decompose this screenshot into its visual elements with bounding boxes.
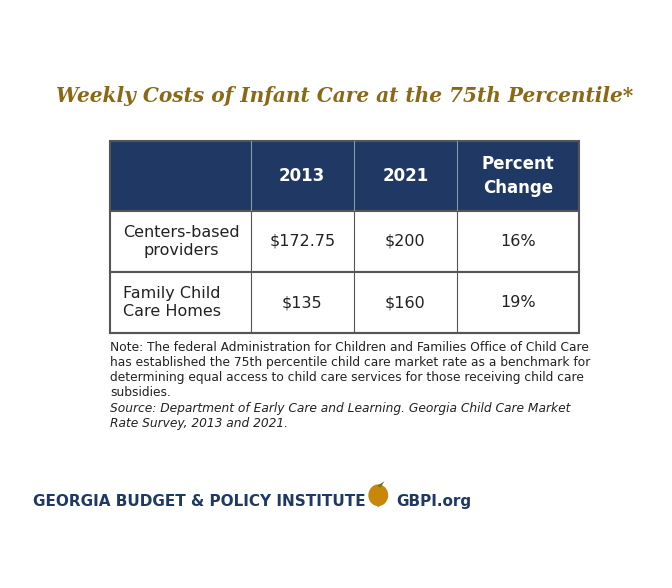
Polygon shape [369,495,388,507]
Text: Family Child
Care Homes: Family Child Care Homes [123,286,221,319]
Text: $172.75: $172.75 [269,234,335,249]
Text: Note: The federal Administration for Children and Families Office of Child Care
: Note: The federal Administration for Chi… [110,341,591,399]
Ellipse shape [368,485,388,506]
Text: Weekly Costs of Infant Care at the 75th Percentile*: Weekly Costs of Infant Care at the 75th … [56,86,633,106]
Text: 2013: 2013 [279,167,325,185]
Text: 19%: 19% [500,295,536,310]
Text: GBPI.org: GBPI.org [396,494,472,509]
Polygon shape [377,481,384,487]
Text: GEORGIA BUDGET & POLICY INSTITUTE: GEORGIA BUDGET & POLICY INSTITUTE [33,494,366,509]
Text: 16%: 16% [500,234,536,249]
Text: $200: $200 [385,234,425,249]
Text: 2021: 2021 [382,167,429,185]
Text: $160: $160 [385,295,425,310]
Text: Source: Department of Early Care and Learning. Georgia Child Care Market
Rate Su: Source: Department of Early Care and Lea… [110,402,571,430]
Text: $135: $135 [282,295,323,310]
Text: Percent
Change: Percent Change [481,155,554,196]
Text: Centers-based
providers: Centers-based providers [123,225,240,258]
